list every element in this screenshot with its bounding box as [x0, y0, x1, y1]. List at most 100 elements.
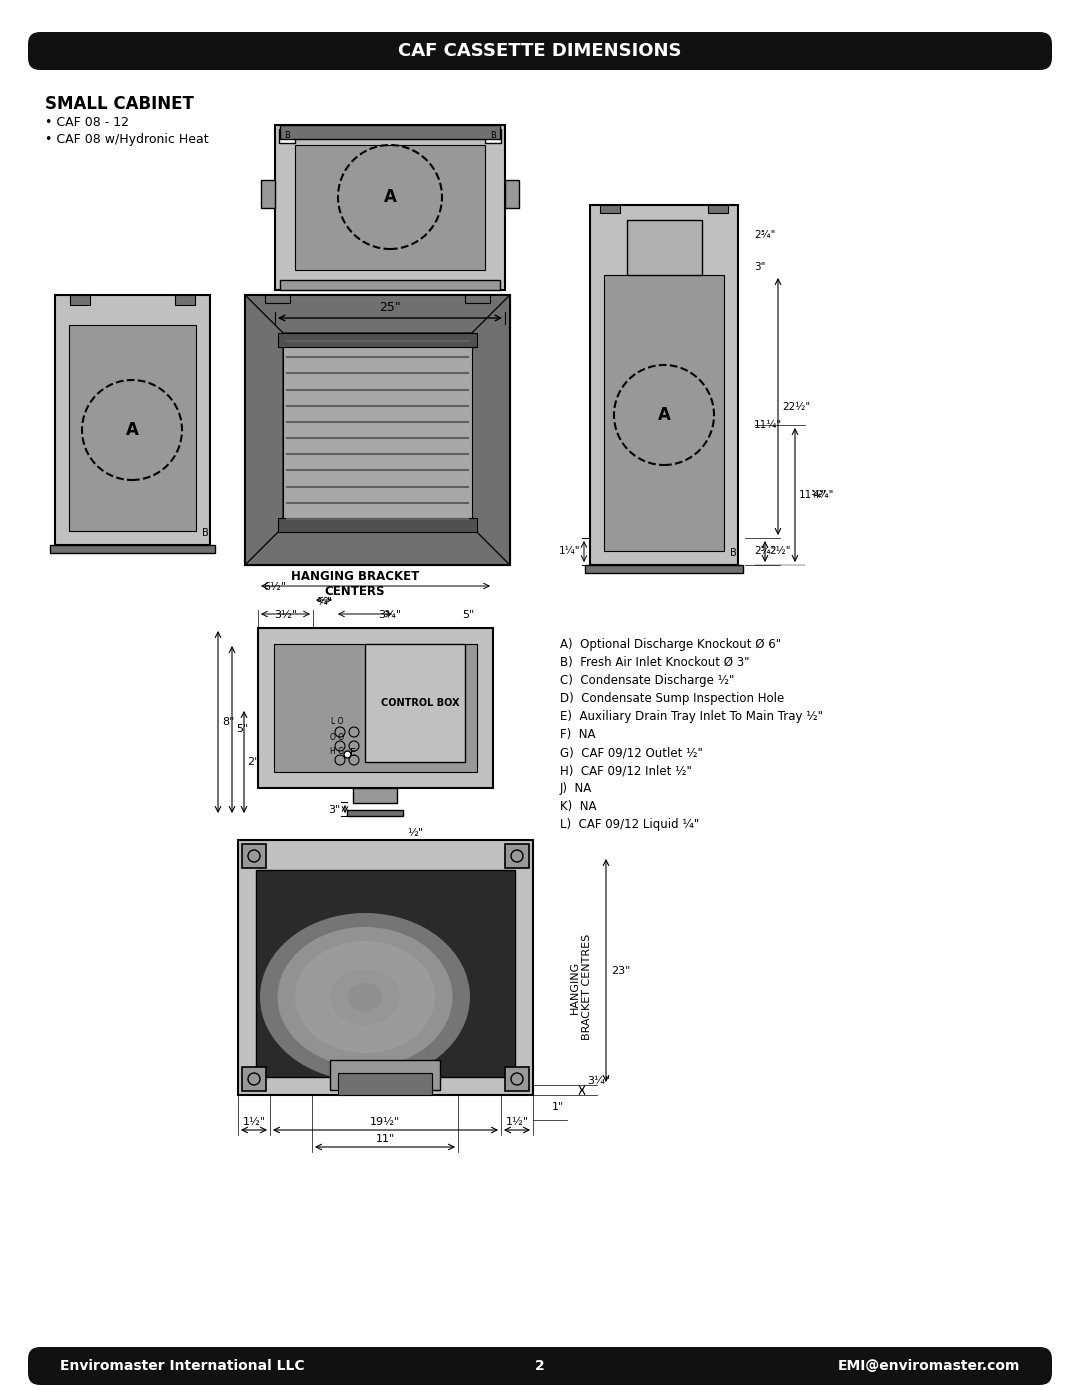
Text: • CAF 08 - 12: • CAF 08 - 12 [45, 116, 129, 129]
Ellipse shape [312, 956, 418, 1039]
Bar [238, 840, 534, 1095]
Text: B)  Fresh Air Inlet Knockout Ø 3": B) Fresh Air Inlet Knockout Ø 3" [561, 657, 750, 669]
Text: B: B [202, 528, 208, 538]
Text: 2: 2 [535, 1359, 545, 1373]
Bar [708, 205, 728, 212]
Bar [261, 180, 275, 208]
Bar [585, 564, 743, 573]
Bar [278, 518, 477, 532]
Text: L)  CAF 09/12 Liquid ¼": L) CAF 09/12 Liquid ¼" [561, 819, 699, 831]
Text: 3¾": 3¾" [378, 610, 402, 620]
Bar [505, 180, 519, 208]
Text: 23": 23" [611, 965, 631, 975]
Text: 2": 2" [247, 757, 259, 767]
Bar [280, 279, 500, 291]
Text: E)  Auxiliary Drain Tray Inlet To Main Tray ½": E) Auxiliary Drain Tray Inlet To Main Tr… [561, 710, 823, 724]
Bar [590, 205, 738, 564]
Text: B: B [490, 131, 496, 141]
Text: CONTROL BOX: CONTROL BOX [381, 698, 459, 708]
Polygon shape [245, 295, 283, 564]
Text: C)  Condensate Discharge ½": C) Condensate Discharge ½" [561, 673, 734, 687]
Text: J)  NA: J) NA [561, 782, 592, 795]
Text: A: A [658, 407, 671, 425]
Text: 2½": 2½" [769, 546, 791, 556]
Ellipse shape [330, 970, 400, 1025]
Text: 1¼": 1¼" [558, 546, 580, 556]
Text: A: A [383, 189, 396, 205]
Text: 11¾": 11¾" [799, 490, 827, 500]
Bar [265, 295, 291, 303]
Bar [505, 1067, 529, 1091]
Text: 6½": 6½" [264, 583, 286, 592]
Bar [604, 275, 724, 550]
Bar [338, 1073, 432, 1095]
Bar [242, 1067, 266, 1091]
Text: 3": 3" [327, 805, 340, 814]
Text: 1½": 1½" [505, 1118, 528, 1127]
Text: 5": 5" [237, 725, 248, 735]
Text: 22½": 22½" [782, 401, 810, 412]
Text: 3": 3" [754, 263, 766, 272]
Bar [330, 1060, 440, 1090]
Text: B: B [284, 131, 289, 141]
Bar [258, 629, 492, 788]
Ellipse shape [278, 928, 453, 1067]
Polygon shape [472, 295, 510, 564]
Text: G)  CAF 09/12 Outlet ½": G) CAF 09/12 Outlet ½" [561, 746, 703, 759]
Polygon shape [245, 295, 510, 332]
Text: K)  NA: K) NA [561, 800, 596, 813]
Text: L O: L O [330, 718, 343, 726]
Text: SMALL CABINET: SMALL CABINET [45, 95, 194, 113]
Bar [505, 844, 529, 868]
Text: 3½": 3½" [274, 610, 298, 620]
Bar [245, 295, 510, 564]
Text: ½": ½" [407, 828, 423, 838]
Text: E: E [350, 747, 356, 759]
Text: 4¾": 4¾" [812, 490, 834, 500]
Bar [256, 870, 515, 1077]
Text: CAF CASSETTE DIMENSIONS: CAF CASSETTE DIMENSIONS [399, 42, 681, 60]
Text: 2¾": 2¾" [754, 546, 775, 556]
Text: 1": 1" [552, 1102, 564, 1112]
Text: 2¾": 2¾" [754, 231, 775, 240]
Bar [465, 295, 490, 303]
Bar [353, 788, 397, 803]
Bar [278, 332, 477, 346]
Bar [70, 295, 90, 305]
Bar [245, 295, 510, 564]
Text: 1½": 1½" [242, 1118, 266, 1127]
Text: • CAF 08 w/Hydronic Heat: • CAF 08 w/Hydronic Heat [45, 133, 208, 147]
Text: A: A [125, 420, 138, 439]
FancyBboxPatch shape [28, 1347, 1052, 1384]
Text: 25": 25" [379, 300, 401, 314]
Text: 5": 5" [462, 610, 474, 620]
Text: O O: O O [329, 732, 345, 742]
Text: ¾": ¾" [316, 597, 332, 606]
Text: EMI@enviromaster.com: EMI@enviromaster.com [838, 1359, 1020, 1373]
Text: 19½": 19½" [369, 1118, 400, 1127]
Bar [275, 124, 505, 291]
Ellipse shape [260, 914, 470, 1081]
Text: H G: H G [330, 747, 345, 757]
Ellipse shape [348, 983, 382, 1011]
Bar [242, 844, 266, 868]
Text: 8": 8" [222, 717, 234, 726]
Bar [274, 644, 477, 773]
Bar [50, 545, 215, 553]
Text: HANGING BRACKET
CENTERS: HANGING BRACKET CENTERS [291, 570, 419, 598]
Text: 11": 11" [376, 1134, 394, 1144]
Text: HANGING
BRACKET CENTRES: HANGING BRACKET CENTRES [570, 933, 592, 1041]
Text: 3¼": 3¼" [588, 1076, 610, 1085]
Bar [627, 219, 702, 275]
Text: D)  Condensate Sump Inspection Hole: D) Condensate Sump Inspection Hole [561, 692, 784, 705]
Bar [55, 295, 210, 545]
Bar [365, 644, 465, 761]
Text: A)  Optional Discharge Knockout Ø 6": A) Optional Discharge Knockout Ø 6" [561, 638, 781, 651]
Bar [600, 205, 620, 212]
Text: B: B [730, 548, 737, 557]
FancyBboxPatch shape [28, 32, 1052, 70]
Bar [283, 332, 472, 527]
Polygon shape [245, 527, 510, 564]
Text: H)  CAF 09/12 Inlet ½": H) CAF 09/12 Inlet ½" [561, 764, 692, 777]
Bar [175, 295, 195, 305]
